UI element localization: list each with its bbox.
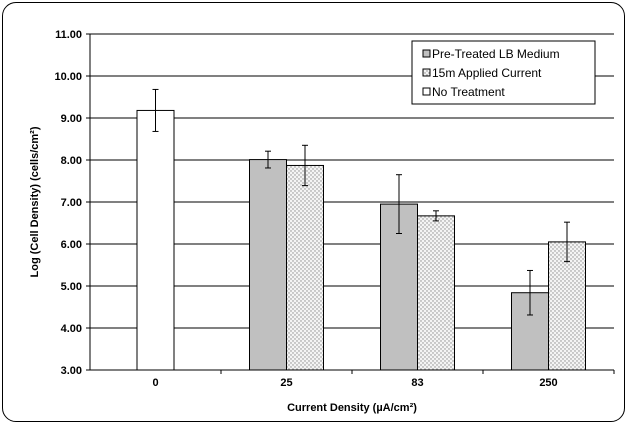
error-bars (152, 88, 570, 316)
x-axis-title: Current Density (µA/cm²) (287, 402, 417, 414)
y-tick-label: 11.00 (55, 29, 82, 41)
legend-swatch (422, 49, 431, 58)
legend-label: 15m Applied Current (432, 66, 542, 80)
legend-box (411, 40, 596, 105)
x-tick-label: 83 (411, 377, 423, 389)
bars (136, 109, 586, 371)
y-axis-title: Log (Cell Density) (cells/cm²) (29, 126, 41, 277)
x-tick-label: 25 (280, 377, 292, 389)
y-tick-label: 5.00 (61, 281, 82, 293)
bar (286, 164, 324, 371)
y-tick-label: 6.00 (61, 239, 82, 251)
legend: Pre-Treated LB Medium 15m Applied Current… (411, 40, 596, 105)
y-tick-label: 8.00 (61, 155, 82, 167)
y-tick-label: 9.00 (61, 113, 82, 125)
y-tick-label: 7.00 (61, 197, 82, 209)
y-tick-label: 4.00 (61, 323, 82, 335)
y-tick-label: 10.00 (54, 71, 82, 83)
bar (417, 215, 455, 371)
legend-label: Pre-Treated LB Medium (432, 47, 560, 61)
x-tick-label: 250 (539, 377, 557, 389)
bar (136, 109, 175, 371)
legend-swatch (422, 87, 431, 96)
axes: 3.00 4.00 5.00 6.00 7.00 8.00 9.00 10.00 11.00 0 2… (54, 29, 615, 389)
bar (249, 159, 287, 371)
y-tick-label: 3.00 (61, 365, 82, 377)
x-tick-label: 0 (152, 377, 158, 389)
legend-label: No Treatment (432, 85, 505, 99)
legend-swatch (422, 68, 431, 77)
